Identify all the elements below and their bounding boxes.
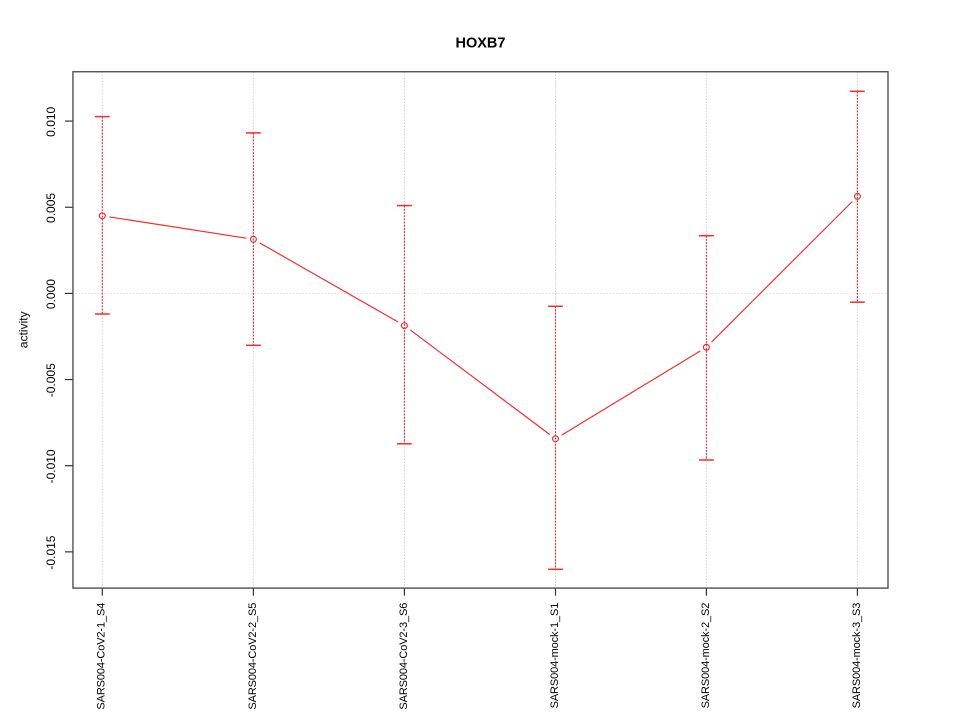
svg-text:-0.010: -0.010: [44, 449, 58, 483]
svg-text:HOXB7: HOXB7: [456, 36, 506, 52]
svg-text:SARS004-mock-3_S3: SARS004-mock-3_S3: [851, 603, 863, 709]
svg-text:-0.005: -0.005: [44, 363, 58, 397]
svg-text:SARS004-CoV2-2_S5: SARS004-CoV2-2_S5: [247, 603, 259, 710]
svg-text:0.000: 0.000: [44, 279, 58, 309]
svg-text:SARS004-CoV2-3_S6: SARS004-CoV2-3_S6: [398, 603, 410, 710]
svg-text:0.010: 0.010: [44, 106, 58, 136]
svg-text:-0.015: -0.015: [44, 535, 58, 569]
svg-text:SARS004-CoV2-1_S4: SARS004-CoV2-1_S4: [96, 603, 108, 710]
svg-text:SARS004-mock-2_S2: SARS004-mock-2_S2: [700, 603, 712, 709]
svg-text:activity: activity: [17, 311, 31, 348]
svg-text:SARS004-mock-1_S1: SARS004-mock-1_S1: [549, 603, 561, 709]
svg-text:0.005: 0.005: [44, 193, 58, 223]
